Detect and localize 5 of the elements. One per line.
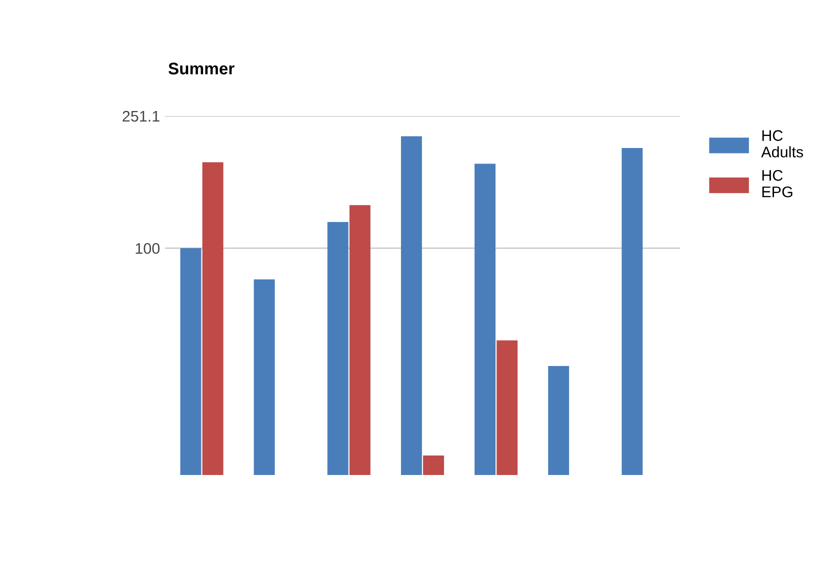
- legend-label: HC EPG: [762, 170, 792, 198]
- legend-label: HC Adults: [761, 130, 804, 158]
- y-tick-label: 251.1: [122, 110, 160, 122]
- chart-title: Summer: [168, 62, 234, 74]
- y-tick-label: 100: [136, 243, 160, 254]
